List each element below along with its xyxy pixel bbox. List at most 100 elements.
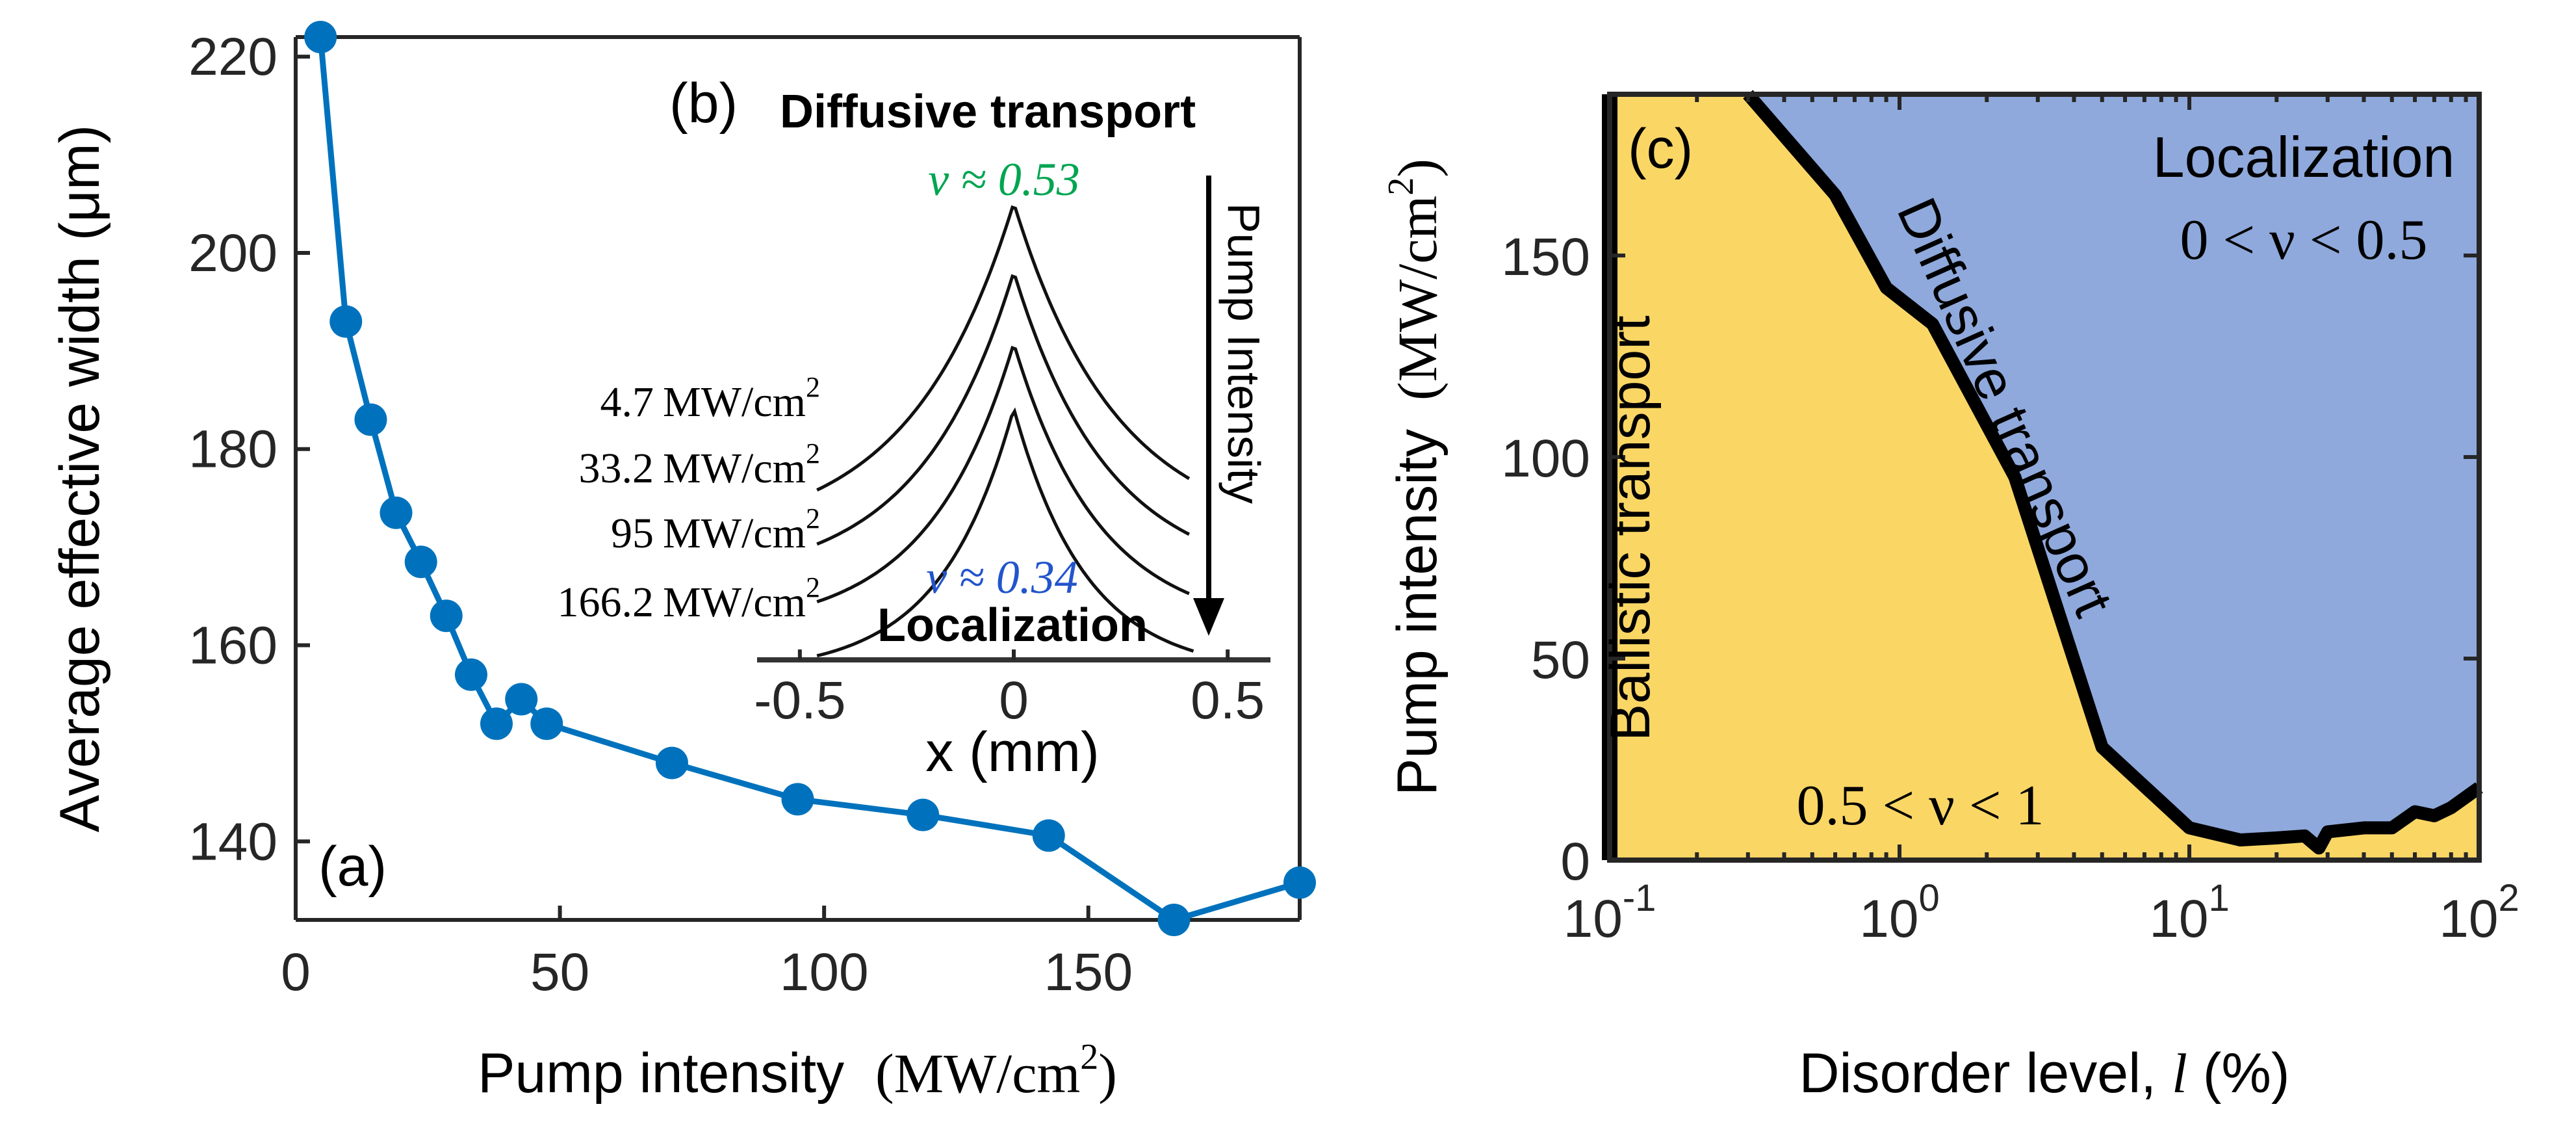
panel-a-x-label-text: Pump intensity: [478, 1042, 844, 1105]
panel-c-y-tick-label: 150: [1501, 228, 1590, 287]
panel-b-profile-curve: [816, 274, 1191, 546]
panel-a-y-label: Average effective width (μm): [49, 125, 111, 832]
panel-b-label: (b): [669, 72, 738, 135]
panel-c-x-tick-exponent: 1: [2208, 877, 2229, 919]
panel-c-ballistic-range: 0.5 < ν < 1: [1796, 774, 2044, 837]
panel-c-x-label-var: l: [2172, 1042, 2187, 1105]
panel-b-curve-label-value: 33.2: [579, 445, 654, 492]
panel-b-curve-label-sup: 2: [806, 571, 820, 603]
panel-a-data-point: [329, 305, 363, 338]
panel-a-data-points: [304, 21, 1316, 936]
panel-b-profile-curve: [816, 205, 1191, 492]
panel-b-curve-label-unit: MW/cm: [663, 378, 806, 426]
panel-a-x-label-unit: (MW/cm: [875, 1042, 1080, 1105]
panel-b-x-tick-label: 0.5: [1191, 671, 1265, 730]
panel-c-x-tick-label: 10-1: [1564, 877, 1656, 949]
panel-b-x-ticks: -0.5 0 0.5: [754, 649, 1265, 730]
panel-a-data-point: [781, 783, 814, 816]
panel-c-y-label-close: ): [1386, 159, 1449, 177]
panel-c-x-tick-base: 10: [2149, 889, 2208, 949]
panel-a-data-point: [380, 496, 413, 529]
panel-a-data-point: [454, 658, 487, 691]
panel-a-x-label-close: ): [1098, 1042, 1117, 1105]
panel-c-x-label-text: Disorder level,: [1799, 1042, 2172, 1105]
panel-b-curve-label-sup: 2: [806, 503, 820, 534]
panel-b-profile-curves: [816, 205, 1194, 658]
panel-a-x-label-sup: 2: [1080, 1037, 1098, 1077]
panel-a-x-tick-label: 100: [780, 943, 869, 1002]
panel-b-arrow-head-icon: [1193, 598, 1224, 636]
panel-a-y-tick-label: 160: [188, 616, 277, 675]
panel-c-x-tick-exponent: 0: [1918, 877, 1939, 919]
panel-c-x-tick-exponent: 2: [2498, 877, 2519, 919]
panel-c-localization-range: 0 < ν < 0.5: [2180, 209, 2427, 272]
panel-b-x-tick-label: -0.5: [754, 671, 845, 730]
panel-b-curve-label-sup: 2: [806, 371, 820, 403]
panel-c-x-label: Disorder level, l (%): [1799, 1042, 2289, 1105]
panel-a-x-tick-label: 50: [530, 943, 589, 1002]
panel-b-nu-top: ν ≈ 0.53: [928, 153, 1079, 205]
panel-c-label: (c): [1628, 118, 1693, 180]
panel-b-curve-label-sup: 2: [806, 438, 820, 469]
panel-a-y-ticks: 140 160 180 200 220: [188, 27, 310, 871]
panel-b-x-tick-label: 0: [999, 671, 1029, 730]
panel-a-data-point: [505, 683, 538, 716]
panel-b-nu-bottom: ν ≈ 0.34: [926, 551, 1077, 603]
panel-a-data-point: [480, 707, 513, 740]
panel-c-y-label-text: Pump intensity: [1386, 429, 1449, 796]
panel-a-data-point: [304, 21, 337, 53]
panel-c-x-ticks: 10-1 100 101 102: [1564, 94, 2519, 949]
panel-c-x-tick-base: 10: [1859, 889, 1918, 949]
panel-c-x-tick-base: 10: [1564, 889, 1623, 949]
panel-c-x-tick-label: 101: [2149, 877, 2229, 949]
panel-a-data-point: [530, 707, 563, 740]
panel-a-x-tick-label: 150: [1044, 943, 1133, 1002]
panel-a-data-point: [1032, 819, 1065, 852]
panel-c-ballistic-label: Ballistic transport: [1599, 315, 1662, 741]
panel-c-frame: [1607, 92, 2482, 863]
panel-a-x-ticks: 0 50 100 150: [281, 906, 1133, 1002]
panel-c-y-tick-label: 100: [1501, 429, 1590, 488]
panel-c-y-label-unit: (MW/cm: [1386, 196, 1449, 400]
panel-b-curve-label: 4.7 MW/cm2: [600, 371, 820, 426]
panel-b-title: Diffusive transport: [780, 86, 1196, 138]
panel-b-profile-curve: [816, 407, 1194, 658]
panel-b-curve-label-value: 4.7: [600, 378, 654, 426]
panel-c-x-tick-label: 100: [1859, 877, 1939, 949]
panel-c-y-tick-label: 50: [1531, 631, 1590, 690]
panel-c-y-label-sup: 2: [1381, 177, 1421, 196]
panel-a-label: (a): [318, 835, 387, 898]
panel-a-y-tick-label: 200: [188, 224, 277, 283]
panel-c-localization-label: Localization: [2153, 125, 2455, 189]
panel-b-curve-label-value: 166.2: [558, 579, 654, 626]
panel-b-x-label: x (mm): [925, 721, 1099, 783]
panel-b-curve-label: 33.2 MW/cm2: [579, 438, 820, 492]
panel-b-curve-label-unit: MW/cm: [663, 510, 806, 557]
panel-c-y-tick-label: 0: [1560, 832, 1590, 891]
panel-b-arrow-label: Pump Intensity: [1218, 203, 1269, 504]
panel-c-boundary-line: [1743, 90, 2483, 855]
panel-a-x-label: Pump intensity (MW/cm2): [478, 1037, 1117, 1105]
panel-a-series-line: [317, 36, 1301, 923]
panel-a-y-tick-label: 140: [188, 812, 277, 871]
panel-c-x-tick-base: 10: [2439, 889, 2498, 949]
panel-c-y-ticks: 0 50 100 150: [1501, 228, 2479, 891]
panel-c-x-tick-label: 102: [2439, 877, 2519, 949]
panel-b-curve-label-unit: MW/cm: [663, 445, 806, 492]
panel-b-curve-label: 95 MW/cm2: [611, 503, 820, 557]
panel-a-data-point: [354, 403, 387, 436]
panel-c-y-label: Pump intensity (MW/cm2): [1381, 159, 1449, 796]
panel-a-data-point: [404, 545, 437, 579]
panel-c-ballistic-region: [1610, 94, 2479, 860]
panel-a-data-point: [655, 746, 688, 779]
panel-a-data-point: [430, 599, 463, 633]
panel-b-profile-curve: [816, 345, 1190, 604]
panel-a-x-tick-label: 0: [281, 943, 311, 1002]
panel-b-bottom-title: Localization: [877, 599, 1148, 651]
panel-a-data-point: [1283, 866, 1316, 899]
